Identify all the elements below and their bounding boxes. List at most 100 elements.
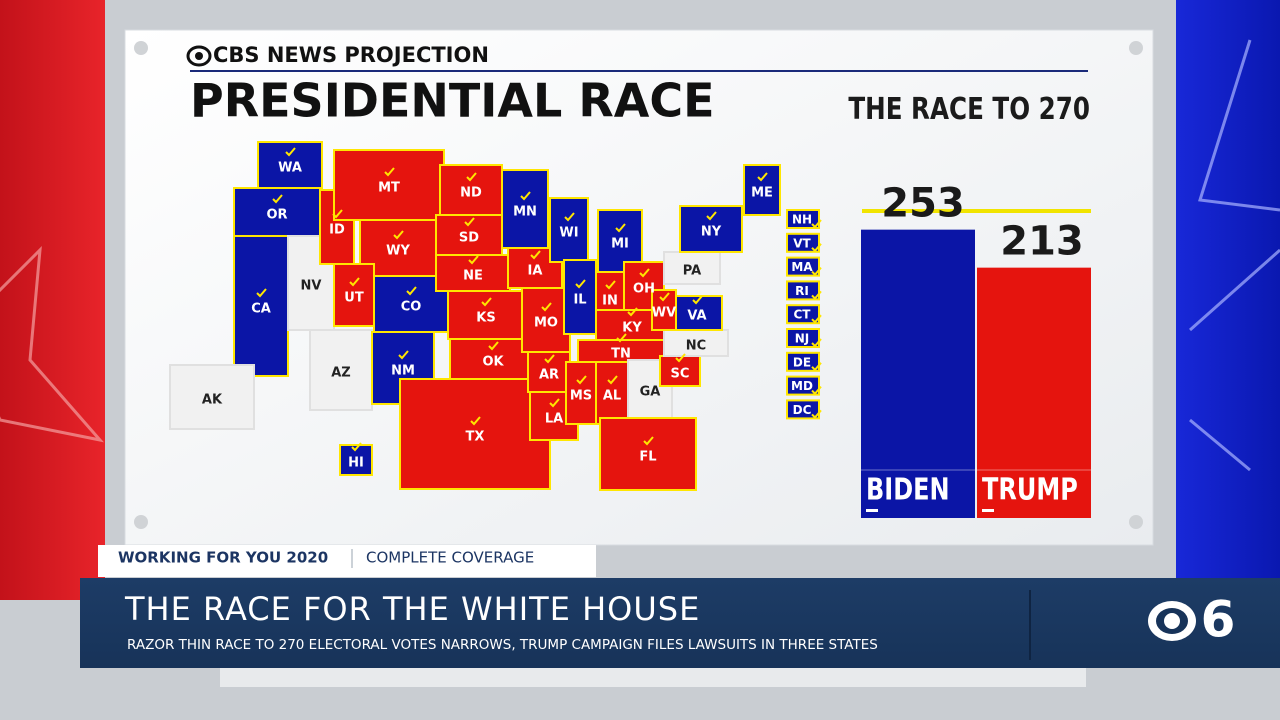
small-state-label: CT — [794, 308, 812, 322]
state-shape — [743, 164, 781, 216]
called-check — [384, 167, 395, 177]
state-label: KY — [622, 321, 642, 336]
small-state-box — [786, 399, 820, 420]
bolt — [134, 41, 148, 55]
called-check — [811, 362, 822, 372]
called-check — [575, 279, 586, 289]
state-shape — [563, 259, 597, 335]
state-label: IA — [528, 264, 543, 279]
called-check — [811, 338, 822, 348]
bolt — [1129, 515, 1143, 529]
state-label: NM — [391, 364, 415, 379]
called-check — [332, 209, 343, 219]
called-check — [627, 307, 638, 317]
state-label: NY — [701, 225, 722, 240]
called-check — [530, 250, 541, 260]
blue-wall — [1176, 0, 1280, 600]
vote-bar — [861, 229, 975, 470]
called-check — [615, 223, 626, 233]
small-state-box — [786, 304, 820, 325]
called-check — [811, 409, 822, 419]
small-state-box — [786, 280, 820, 301]
called-check — [811, 314, 822, 324]
state-label: LA — [545, 412, 563, 427]
desk-edge — [220, 665, 1086, 687]
called-check — [692, 295, 703, 305]
state-label: NV — [301, 279, 322, 294]
state-label: AZ — [331, 366, 351, 381]
state-label: NC — [686, 339, 706, 354]
vote-count: 253 — [881, 181, 965, 227]
lower-third — [80, 578, 1280, 668]
state-shape — [627, 359, 673, 419]
small-state-box — [786, 256, 820, 277]
called-check — [675, 353, 686, 363]
state-label: WI — [559, 226, 578, 241]
state-shape — [233, 235, 289, 377]
small-state-box — [786, 232, 820, 253]
channel-number: 6 — [1201, 591, 1236, 649]
bolt — [1129, 41, 1143, 55]
headline: THE RACE FOR THE WHITE HOUSE — [124, 590, 700, 628]
state-shape — [527, 351, 571, 393]
state-label: ME — [751, 186, 773, 201]
called-check — [811, 266, 822, 277]
called-check — [811, 243, 822, 253]
state-label: OK — [482, 355, 504, 370]
state-shape — [679, 205, 743, 253]
state-label: TN — [611, 347, 631, 362]
called-check — [605, 280, 616, 290]
state-label: GA — [640, 385, 661, 400]
state-label: TX — [466, 430, 485, 445]
state-shape — [399, 378, 551, 490]
called-check — [520, 191, 531, 201]
called-check — [643, 436, 654, 446]
star-decoration — [1189, 39, 1280, 472]
small-state-label: VT — [793, 236, 811, 250]
state-label: MT — [378, 181, 400, 196]
state-label: WA — [278, 161, 302, 176]
state-shape — [257, 141, 323, 189]
called-check — [544, 354, 555, 364]
star-decoration — [0, 246, 105, 443]
state-label: AR — [539, 368, 559, 383]
called-check — [481, 297, 492, 307]
board-title: PRESIDENTIAL RACE — [190, 74, 715, 128]
vote-bar — [977, 267, 1091, 470]
state-label: ND — [460, 186, 482, 201]
state-shape — [169, 364, 255, 430]
called-check — [616, 333, 627, 343]
candidate-name: TRUMP — [982, 473, 1078, 507]
called-check — [398, 350, 409, 360]
called-check — [468, 255, 479, 265]
state-shape — [651, 289, 677, 331]
called-check — [256, 288, 267, 298]
projection-label: CBS NEWS PROJECTION — [213, 43, 489, 67]
state-label: CO — [401, 300, 422, 315]
small-state-label: DC — [793, 403, 812, 417]
state-label: SD — [459, 231, 479, 246]
name-underline — [866, 509, 878, 512]
state-label: CA — [251, 302, 271, 317]
state-shape — [659, 355, 701, 387]
state-shape — [521, 287, 571, 353]
called-check — [549, 398, 560, 408]
candidate-name: BIDEN — [866, 473, 950, 507]
state-shape — [439, 164, 503, 216]
called-check — [488, 341, 499, 351]
small-state-label: NJ — [795, 332, 810, 346]
red-wall — [0, 0, 105, 600]
state-label: MN — [513, 205, 537, 220]
tag-text: WORKING FOR YOU 2020 — [118, 549, 328, 567]
state-label: AK — [202, 393, 223, 408]
called-check — [706, 211, 717, 221]
small-state-box — [786, 351, 820, 372]
state-label: MI — [611, 237, 629, 252]
state-shape — [565, 361, 597, 425]
called-check — [470, 416, 481, 426]
called-check — [285, 147, 296, 157]
state-label: WY — [386, 244, 410, 259]
state-label: OH — [633, 282, 655, 297]
state-label: WV — [652, 306, 676, 321]
